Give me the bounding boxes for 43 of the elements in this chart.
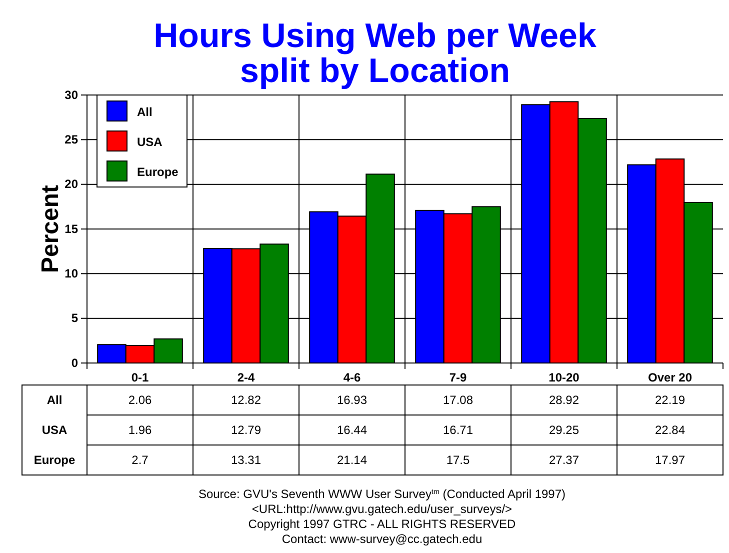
x-tick-label: Over 20 <box>648 370 692 385</box>
text: Europe <box>34 453 76 467</box>
text: <URL:http://www.gvu.gatech.edu/user_surveys/> <box>252 502 512 516</box>
data-label: 29.25 <box>548 423 580 437</box>
source-note: Source: GVU's Seventh WWW User Survey$^{tm}$ (Conducted April 1997) <box>198 486 566 501</box>
y-tick-label: 15 <box>64 222 78 236</box>
text: USA <box>42 423 68 437</box>
data-label: 12.79 <box>230 423 262 437</box>
data-label: 16.71 <box>442 423 474 437</box>
chart-title: Hours Using Web per Week split by Location <box>154 17 596 90</box>
y-tick-label: 0 <box>71 356 78 370</box>
x-tick-label: 7-9 <box>449 370 467 385</box>
legend-label: Europe <box>137 165 179 179</box>
y-tick-label: 30 <box>64 88 78 102</box>
data-label: 28.92 <box>548 393 580 407</box>
y-tick-label: 5 <box>71 311 78 326</box>
data-label: 12.82 <box>230 393 262 407</box>
x-tick-label: 10-20 <box>548 370 580 385</box>
data-label: 22.19 <box>654 393 686 407</box>
data-label: 2.7 <box>132 453 149 467</box>
text: All <box>46 393 62 407</box>
text: Copyright 1997 GTRC - ALL RIGHTS RESERVED <box>248 517 516 531</box>
x-tick-label: 4-6 <box>343 370 361 385</box>
data-label: 22.84 <box>654 423 686 437</box>
data-label: 27.37 <box>548 453 580 467</box>
data-label: 13.31 <box>230 453 262 467</box>
data-label: 17.08 <box>442 393 474 407</box>
y-tick-label: 25 <box>64 132 78 147</box>
data-label: 1.96 <box>128 423 152 437</box>
x-tick-label: 0-1 <box>131 370 149 385</box>
y-tick-label: 10 <box>64 266 78 281</box>
data-label: 17.97 <box>654 453 686 467</box>
y-tick-label: 20 <box>64 177 78 192</box>
legend-label: USA <box>137 135 163 149</box>
legend-label: All <box>137 105 152 119</box>
data-label: 21.14 <box>336 453 368 467</box>
data-label: 2.06 <box>128 393 152 407</box>
data-label: 16.44 <box>336 423 368 437</box>
text: Contact: www-survey@cc.gatech.edu <box>282 532 482 546</box>
y-axis-title: Percent <box>37 184 64 274</box>
data-label: 17.5 <box>446 453 470 467</box>
data-label: 16.93 <box>336 393 368 407</box>
x-tick-label: 2-4 <box>237 370 255 385</box>
